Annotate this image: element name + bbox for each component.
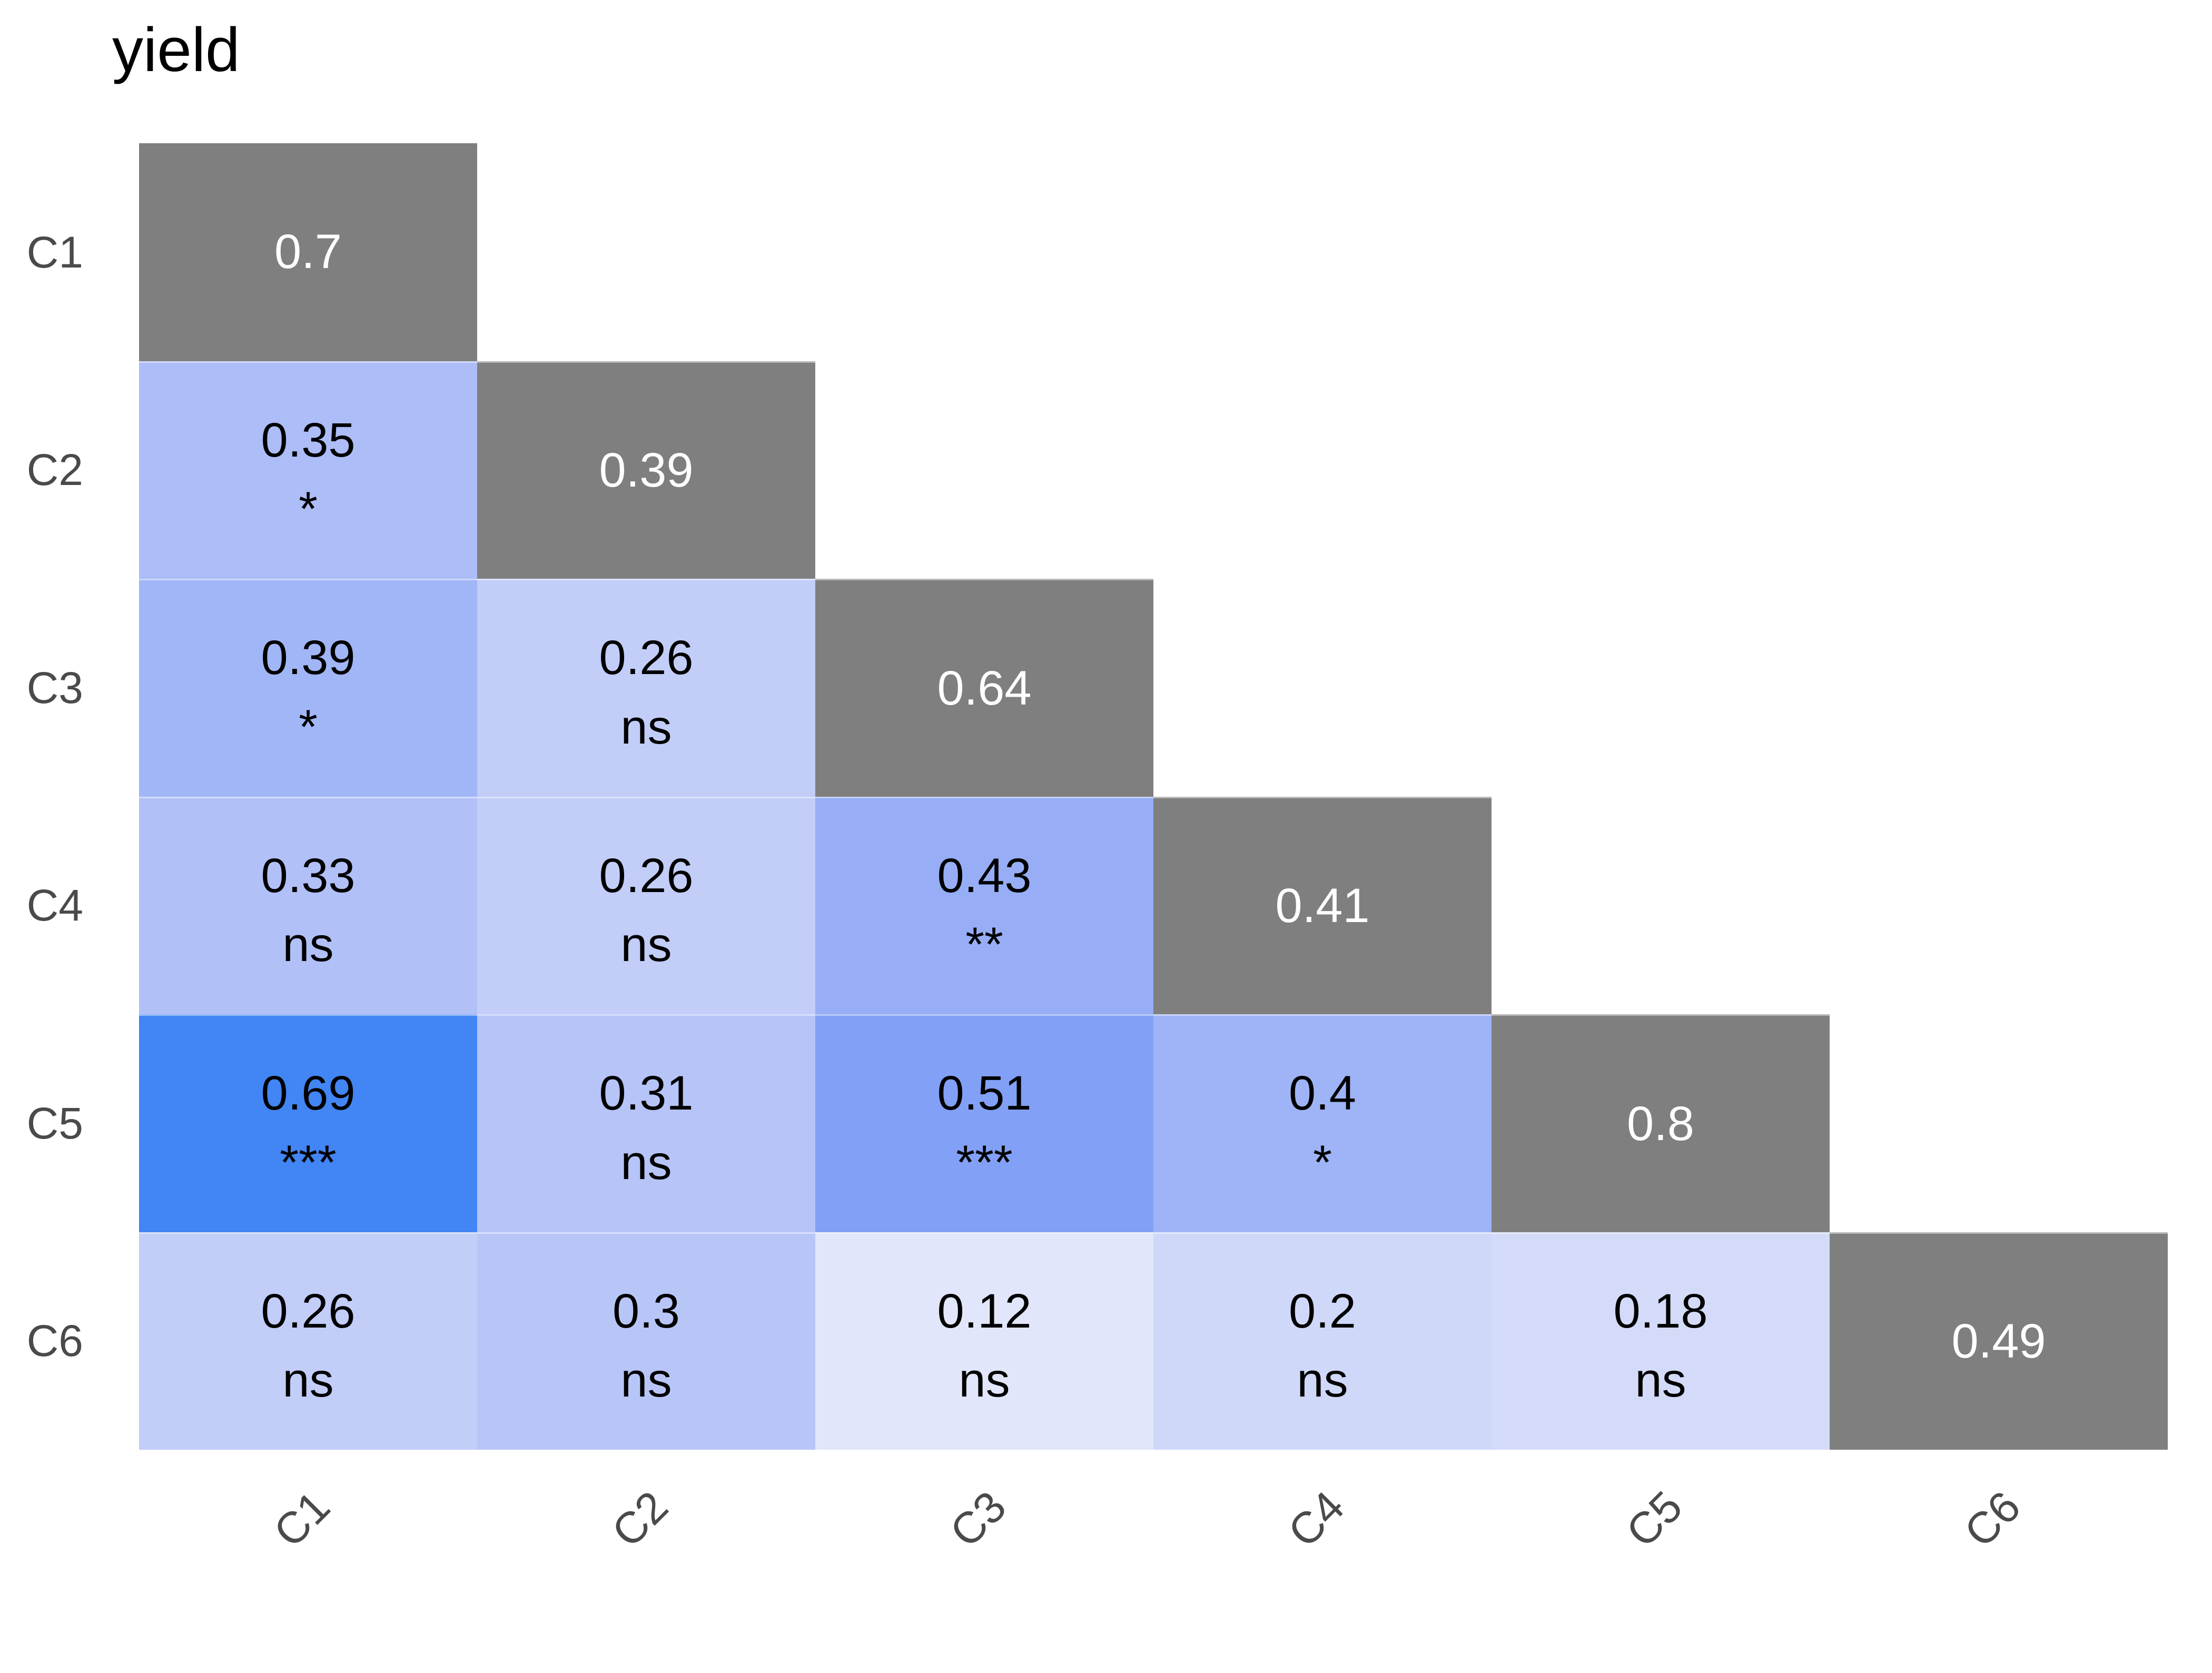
cell-significance: ns bbox=[620, 700, 672, 754]
x-axis-tick-label: C1 bbox=[264, 1481, 339, 1557]
cell-significance: ns bbox=[620, 1135, 672, 1190]
cell-value: 0.69 bbox=[261, 1066, 355, 1121]
cell-value: 0.33 bbox=[261, 848, 355, 903]
cell-value: 0.51 bbox=[937, 1066, 1032, 1121]
matrix-cell: 0.26 ns bbox=[477, 796, 815, 1014]
cell-significance: *** bbox=[956, 1135, 1013, 1190]
cell-significance: ns bbox=[620, 918, 672, 972]
cell-significance: ns bbox=[959, 1353, 1010, 1408]
cell-value: 0.2 bbox=[1289, 1284, 1356, 1338]
matrix-cell: 0.26 ns bbox=[139, 1232, 477, 1450]
cell-significance: * bbox=[299, 482, 318, 537]
cell-significance: ns bbox=[1297, 1353, 1348, 1408]
cell-significance: ** bbox=[965, 918, 1003, 972]
cell-value: 0.18 bbox=[1613, 1284, 1708, 1338]
cell-value: 0.3 bbox=[613, 1284, 680, 1338]
matrix-cell: 0.2 ns bbox=[1153, 1232, 1492, 1450]
matrix-cell: 0.26 ns bbox=[477, 579, 815, 797]
cell-value: 0.26 bbox=[599, 631, 694, 685]
cell-value: 0.39 bbox=[261, 631, 355, 685]
y-axis-tick-label: C1 bbox=[26, 227, 83, 277]
matrix-cell: 0.18 ns bbox=[1492, 1232, 1830, 1450]
cell-significance: * bbox=[299, 700, 318, 754]
cell-significance: ns bbox=[282, 1353, 334, 1408]
cell-value: 0.7 bbox=[274, 225, 342, 279]
cell-value: 0.49 bbox=[1951, 1314, 2046, 1369]
matrix-cell: 0.51 *** bbox=[815, 1014, 1153, 1232]
cell-value: 0.8 bbox=[1627, 1096, 1694, 1151]
matrix-cell: 0.39 * bbox=[139, 579, 477, 797]
matrix-cell: 0.12 ns bbox=[815, 1232, 1153, 1450]
cell-value: 0.64 bbox=[937, 661, 1032, 715]
matrix-cell: 0.33 ns bbox=[139, 796, 477, 1014]
matrix-cell: 0.31 ns bbox=[477, 1014, 815, 1232]
cell-significance: ns bbox=[1635, 1353, 1686, 1408]
cell-value: 0.43 bbox=[937, 848, 1032, 903]
cell-significance: ns bbox=[620, 1353, 672, 1408]
y-axis-tick-label: C2 bbox=[26, 445, 83, 495]
cell-value: 0.41 bbox=[1275, 879, 1370, 933]
cell-value: 0.4 bbox=[1289, 1066, 1356, 1121]
cell-value: 0.26 bbox=[599, 848, 694, 903]
cell-value: 0.26 bbox=[261, 1284, 355, 1338]
matrix-cell: 0.43 ** bbox=[815, 796, 1153, 1014]
x-axis-tick-label: C5 bbox=[1616, 1481, 1692, 1557]
matrix-cell: 0.35 * bbox=[139, 361, 477, 579]
x-axis-tick-label: C2 bbox=[602, 1481, 677, 1557]
cell-significance: ns bbox=[282, 918, 334, 972]
x-axis-tick-label: C4 bbox=[1278, 1481, 1354, 1557]
diagonal-cell: 0.49 bbox=[1830, 1232, 2168, 1450]
diagonal-cell: 0.7 bbox=[139, 143, 477, 361]
cell-value: 0.31 bbox=[599, 1066, 694, 1121]
matrix-cell: 0.69 *** bbox=[139, 1014, 477, 1232]
diagonal-cell: 0.64 bbox=[815, 579, 1153, 797]
y-axis-tick-label: C6 bbox=[26, 1316, 83, 1366]
cell-value: 0.39 bbox=[599, 443, 694, 498]
cell-value: 0.12 bbox=[937, 1284, 1032, 1338]
y-axis-tick-label: C3 bbox=[26, 662, 83, 712]
diagonal-cell: 0.41 bbox=[1153, 796, 1492, 1014]
diagonal-cell: 0.8 bbox=[1492, 1014, 1830, 1232]
cell-significance: *** bbox=[280, 1135, 337, 1190]
chart-title: yield bbox=[112, 15, 240, 85]
matrix-cell: 0.4 * bbox=[1153, 1014, 1492, 1232]
x-axis-tick-label: C3 bbox=[940, 1481, 1015, 1557]
cell-value: 0.35 bbox=[261, 413, 355, 467]
matrix-cell: 0.3 ns bbox=[477, 1232, 815, 1450]
x-axis-tick-label: C6 bbox=[1954, 1481, 2030, 1557]
cell-significance: * bbox=[1313, 1135, 1332, 1190]
y-axis-tick-label: C5 bbox=[26, 1098, 83, 1148]
y-axis-tick-label: C4 bbox=[26, 880, 83, 930]
diagonal-cell: 0.39 bbox=[477, 361, 815, 579]
